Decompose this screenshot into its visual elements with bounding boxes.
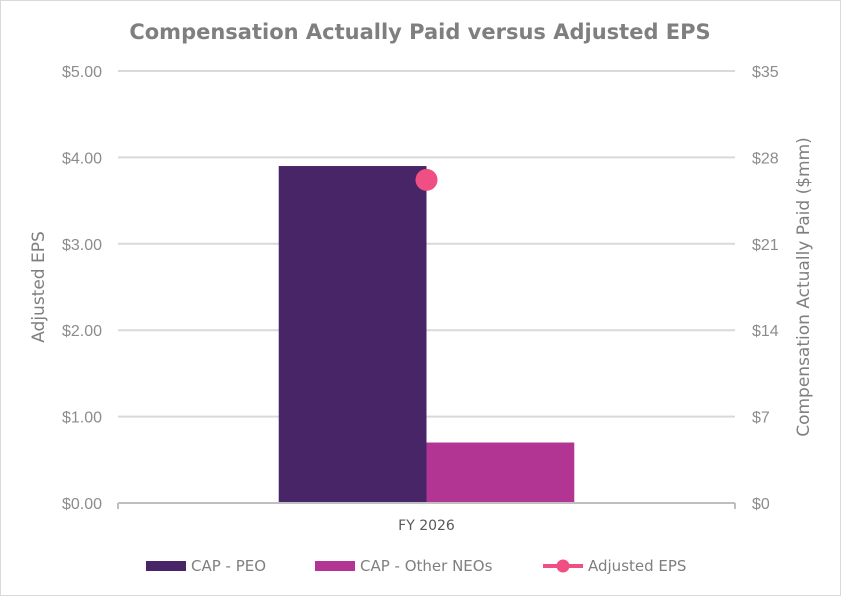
left-axis-title: Adjusted EPS xyxy=(29,231,49,343)
left-axis-ticks: $0.00 $1.00 $2.00 $3.00 $4.00 $5.00 xyxy=(62,64,102,513)
legend-label: CAP - PEO xyxy=(191,557,266,575)
bar-cap-other-neos xyxy=(426,442,575,503)
legend-swatch xyxy=(146,561,186,571)
bars xyxy=(278,166,575,504)
right-tick-label: $28 xyxy=(752,150,779,167)
marker-adjusted-eps xyxy=(415,168,438,191)
x-axis: FY 2026 xyxy=(117,502,736,534)
markers xyxy=(415,168,438,191)
right-tick-label: $7 xyxy=(752,410,770,427)
right-tick-label: $0 xyxy=(752,496,770,513)
right-axis-ticks: $0 $7 $14 $21 $28 $35 xyxy=(752,64,779,513)
left-tick-label: $3.00 xyxy=(62,237,102,254)
left-tick-label: $0.00 xyxy=(62,496,102,513)
legend-swatch xyxy=(315,561,355,571)
left-tick-label: $1.00 xyxy=(62,410,102,427)
left-tick-label: $4.00 xyxy=(62,150,102,167)
right-tick-label: $14 xyxy=(752,323,779,340)
legend-label: CAP - Other NEOs xyxy=(360,557,493,575)
right-axis-title: Compensation Actually Paid ($mm) xyxy=(794,137,814,437)
bar-cap-peo xyxy=(278,166,427,504)
legend: CAP - PEO CAP - Other NEOs Adjusted EPS xyxy=(146,557,686,575)
chart-title: Compensation Actually Paid versus Adjust… xyxy=(129,20,710,44)
right-tick-label: $21 xyxy=(752,237,779,254)
category-label: FY 2026 xyxy=(398,518,455,534)
left-tick-label: $2.00 xyxy=(62,323,102,340)
legend-swatch-marker xyxy=(556,559,570,573)
legend-label: Adjusted EPS xyxy=(588,557,686,575)
right-tick-label: $35 xyxy=(752,64,779,81)
left-tick-label: $5.00 xyxy=(62,64,102,81)
